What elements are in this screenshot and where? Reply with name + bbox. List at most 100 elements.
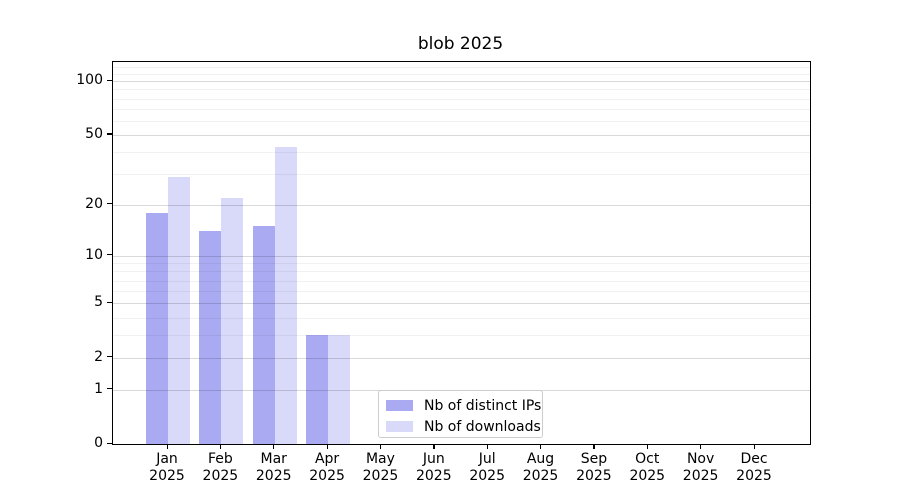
x-tick-month: Sep [580, 451, 608, 467]
gridline-minor [113, 67, 810, 68]
y-tick-label: 10 [85, 246, 103, 263]
legend-swatch [386, 421, 413, 432]
x-tick-year: 2025 [309, 468, 345, 484]
x-tick-label: Mar 2025 [244, 451, 304, 485]
y-tick-label: 2 [94, 348, 103, 365]
x-tick-year: 2025 [362, 468, 399, 484]
x-tick-mark [273, 444, 275, 449]
x-tick-mark [486, 444, 488, 449]
bar-feb-series2 [221, 197, 244, 444]
x-tick-label: Aug 2025 [511, 451, 571, 485]
x-tick-label: Sep 2025 [564, 451, 624, 485]
y-tick-label: 100 [76, 72, 103, 89]
x-tick-year: 2025 [415, 468, 452, 484]
y-tick-label: 0 [94, 435, 103, 451]
bar-apr-series1 [306, 335, 329, 444]
gridline-major [113, 357, 810, 359]
plot-area [112, 61, 811, 445]
y-tick-label: 1 [94, 380, 103, 397]
y-tick-mark [107, 442, 112, 444]
bar-jan-series1 [146, 212, 168, 444]
y-tick-mark [107, 203, 112, 205]
legend-swatch [386, 400, 413, 411]
x-tick-year: 2025 [149, 468, 185, 484]
x-tick-label: Feb 2025 [190, 451, 250, 485]
bar-mar-series2 [274, 146, 297, 444]
gridline-minor [113, 73, 810, 75]
legend-label: Nb of distinct IPs [424, 397, 542, 414]
x-tick-label: Oct 2025 [617, 451, 677, 485]
x-tick-month: Aug [526, 451, 555, 467]
x-tick-month: Jan [156, 451, 178, 467]
gridline-minor [113, 335, 810, 336]
x-tick-mark [593, 444, 595, 449]
x-tick-month: Feb [207, 451, 233, 467]
bar-jan-series2 [168, 176, 190, 444]
x-tick-year: 2025 [469, 468, 505, 484]
y-tick-mark [107, 356, 112, 358]
x-tick-mark [540, 444, 542, 449]
x-tick-mark [433, 444, 435, 449]
bar-apr-series2 [328, 335, 351, 444]
x-tick-year: 2025 [202, 468, 239, 484]
legend: Nb of distinct IPs Nb of downloads [378, 390, 543, 438]
y-tick-label: 20 [85, 195, 103, 212]
gridline-minor [113, 263, 810, 264]
gridline-minor [113, 152, 810, 154]
y-tick-mark [107, 79, 112, 81]
gridline-major [113, 81, 810, 83]
x-tick-year: 2025 [629, 468, 666, 484]
x-tick-mark [379, 444, 382, 449]
legend-item: Nb of downloads [386, 417, 542, 436]
x-tick-month: Jun [422, 451, 445, 467]
gridline-major [113, 204, 810, 206]
gridline-minor [113, 317, 810, 319]
y-tick-mark [107, 254, 112, 256]
x-tick-month: Dec [740, 451, 768, 467]
y-tick-label: 50 [85, 125, 103, 142]
gridline-minor [113, 108, 810, 110]
x-tick-label: Dec 2025 [724, 451, 784, 485]
x-tick-month: Jul [478, 451, 496, 467]
bar-feb-series1 [199, 231, 222, 444]
x-tick-mark [326, 444, 328, 449]
gridline-minor [113, 271, 810, 273]
bar-mar-series1 [252, 226, 275, 444]
y-tick-label: 5 [94, 294, 103, 311]
x-tick-month: Oct [635, 451, 660, 467]
chart-title: blob 2025 [417, 34, 504, 54]
x-tick-label: Jun 2025 [404, 451, 464, 485]
x-tick-year: 2025 [255, 468, 292, 484]
x-tick-mark [646, 444, 648, 449]
gridline-minor [113, 174, 810, 176]
x-tick-month: Mar [260, 451, 287, 467]
legend-label: Nb of downloads [424, 418, 541, 435]
y-tick-mark [107, 388, 112, 390]
gridline-major [113, 303, 810, 305]
x-tick-year: 2025 [576, 468, 612, 484]
gridline-minor [113, 120, 810, 122]
x-tick-year: 2025 [736, 468, 772, 484]
y-tick-mark [107, 301, 112, 303]
x-tick-mark [219, 444, 222, 449]
legend-item: Nb of distinct IPs [386, 396, 542, 415]
x-tick-month: Nov [686, 451, 715, 467]
x-tick-mark [166, 444, 168, 449]
gridline-major [113, 255, 810, 257]
x-tick-month: May [365, 451, 395, 467]
x-tick-label: Nov 2025 [671, 451, 731, 485]
x-tick-year: 2025 [682, 468, 719, 484]
gridline-minor [113, 98, 810, 100]
x-tick-label: Apr 2025 [297, 451, 357, 485]
x-tick-mark [753, 444, 755, 449]
gridline-minor [113, 291, 810, 292]
gridline-minor [113, 280, 810, 282]
gridline-minor [113, 89, 810, 91]
x-tick-label: Jul 2025 [457, 451, 517, 485]
x-tick-month: Apr [314, 451, 340, 467]
x-tick-mark [700, 444, 702, 449]
gridline-major [113, 134, 810, 136]
y-tick-mark [107, 133, 112, 135]
x-tick-label: Jan 2025 [137, 451, 197, 485]
x-tick-year: 2025 [522, 468, 559, 484]
